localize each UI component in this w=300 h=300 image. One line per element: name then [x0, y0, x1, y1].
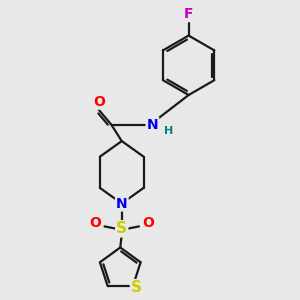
Text: S: S	[116, 221, 127, 236]
Text: O: O	[93, 94, 105, 109]
Text: N: N	[147, 118, 158, 132]
Text: N: N	[116, 196, 128, 211]
Text: F: F	[184, 7, 194, 21]
Text: O: O	[142, 216, 154, 230]
Text: S: S	[131, 280, 142, 295]
Text: O: O	[90, 216, 101, 230]
Text: H: H	[164, 126, 173, 136]
